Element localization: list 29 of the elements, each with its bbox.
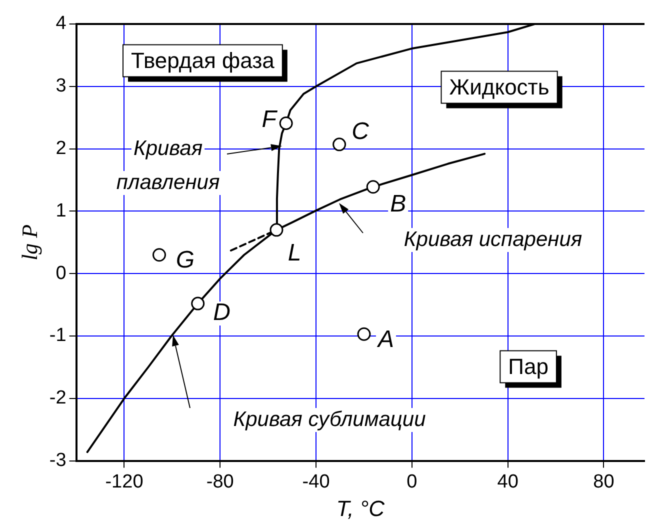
x-tick-label: -80 bbox=[206, 471, 234, 492]
annotation: C bbox=[352, 118, 370, 146]
x-tick-label: 0 bbox=[406, 471, 418, 492]
annotation: D bbox=[213, 299, 231, 326]
y-tick-label: -3 bbox=[49, 450, 66, 472]
y-tick-label: -2 bbox=[49, 388, 66, 409]
annotation: Пар bbox=[508, 354, 548, 379]
annotation: Твердая фаза bbox=[131, 48, 276, 73]
y-axis-title: lg P bbox=[16, 224, 42, 260]
annotation: G bbox=[176, 246, 195, 274]
y-tick-label: -1 bbox=[49, 325, 66, 346]
y-tick-label: 3 bbox=[56, 76, 66, 97]
y-tick-label: 4 bbox=[56, 13, 67, 34]
y-tick-label: 1 bbox=[56, 200, 66, 222]
annotation: A bbox=[376, 326, 394, 353]
x-tick-label: 80 bbox=[593, 471, 614, 492]
y-tick-label: 2 bbox=[56, 138, 66, 160]
x-tick-label: -40 bbox=[302, 471, 330, 492]
annotation: Жидкость bbox=[449, 74, 550, 100]
annotation: B bbox=[390, 190, 406, 218]
x-axis-title: T, °C bbox=[336, 496, 385, 521]
annotation: Кривая сублимации bbox=[233, 408, 426, 431]
x-tick-label: -120 bbox=[105, 471, 144, 492]
x-tick-label: 40 bbox=[497, 471, 518, 492]
y-tick-label: 0 bbox=[56, 262, 66, 284]
annotation: F bbox=[262, 106, 278, 133]
annotation: Кривая плавления bbox=[116, 136, 220, 194]
annotation: Кривая испарения bbox=[404, 228, 582, 251]
annotation: L bbox=[288, 240, 302, 267]
